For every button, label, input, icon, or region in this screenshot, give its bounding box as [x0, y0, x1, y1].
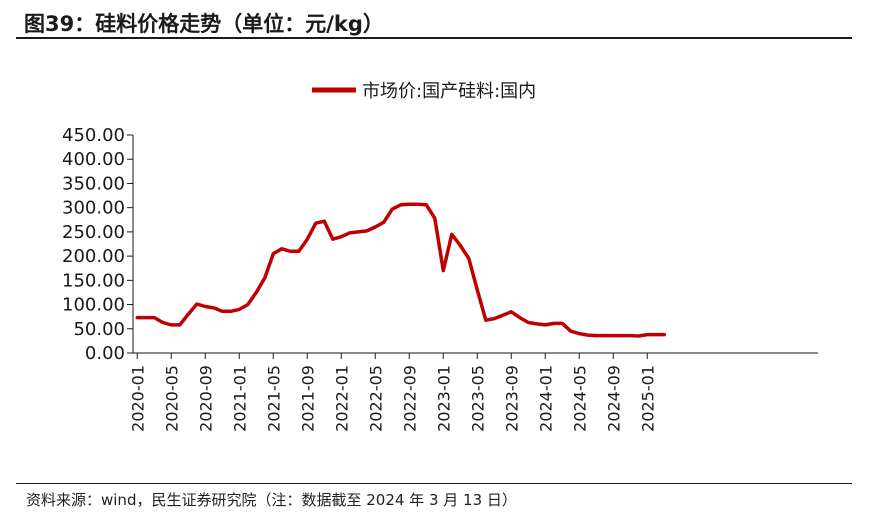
title-rule	[16, 37, 852, 39]
y-tick-label: 0.00	[85, 343, 125, 364]
x-tick-label: 2021-05	[264, 365, 283, 432]
x-tick-label: 2024-09	[604, 365, 623, 432]
footer-rule	[16, 483, 852, 484]
y-axis: 0.00 50.00 100.00 150.00 200.00 250.00 300.00 3…	[62, 125, 134, 364]
y-tick-label: 300.00	[62, 198, 125, 219]
x-tick-label: 2022-01	[332, 365, 351, 432]
x-tick-label: 2021-01	[230, 365, 249, 432]
x-tick-label: 2023-09	[502, 365, 521, 432]
series-line	[135, 202, 667, 338]
y-tick-label: 400.00	[62, 149, 125, 170]
x-tick-label: 2020-05	[162, 365, 181, 432]
y-tick-label: 200.00	[62, 246, 125, 267]
x-tick-label: 2023-01	[434, 365, 453, 432]
figure-title: 图39：硅料价格走势（单位：元/kg）	[24, 12, 384, 36]
y-tick-label: 100.00	[62, 295, 125, 316]
x-tick-label: 2022-05	[366, 365, 385, 432]
y-tick-label: 350.00	[62, 173, 125, 194]
y-tick-label: 150.00	[62, 270, 125, 291]
y-tick-label: 50.00	[73, 319, 125, 340]
y-tick-label: 450.00	[62, 125, 125, 146]
x-axis: 2020-01 2020-05 2020-09 2021-01 2021-05 2021-…	[128, 352, 818, 432]
legend: 市场价:国产硅料:国内	[312, 81, 536, 102]
plot-area	[135, 202, 667, 338]
x-tick-label: 2025-01	[638, 365, 657, 432]
x-tick-label: 2020-01	[128, 365, 147, 432]
x-tick-label: 2024-01	[536, 365, 555, 432]
x-tick-label: 2021-09	[298, 365, 317, 432]
legend-label: 市场价:国产硅料:国内	[362, 81, 536, 102]
line-chart: 市场价:国产硅料:国内 0.00 50.00 100.00 150.00 200.00 2…	[62, 81, 818, 432]
x-tick-label: 2023-05	[468, 365, 487, 432]
x-tick-label: 2022-09	[400, 365, 419, 432]
x-tick-label: 2024-05	[570, 365, 589, 432]
source-note: 资料来源：wind，民生证券研究院（注：数据截至 2024 年 3 月 13 日…	[26, 491, 517, 509]
y-tick-label: 250.00	[62, 222, 125, 243]
x-tick-label: 2020-09	[196, 365, 215, 432]
